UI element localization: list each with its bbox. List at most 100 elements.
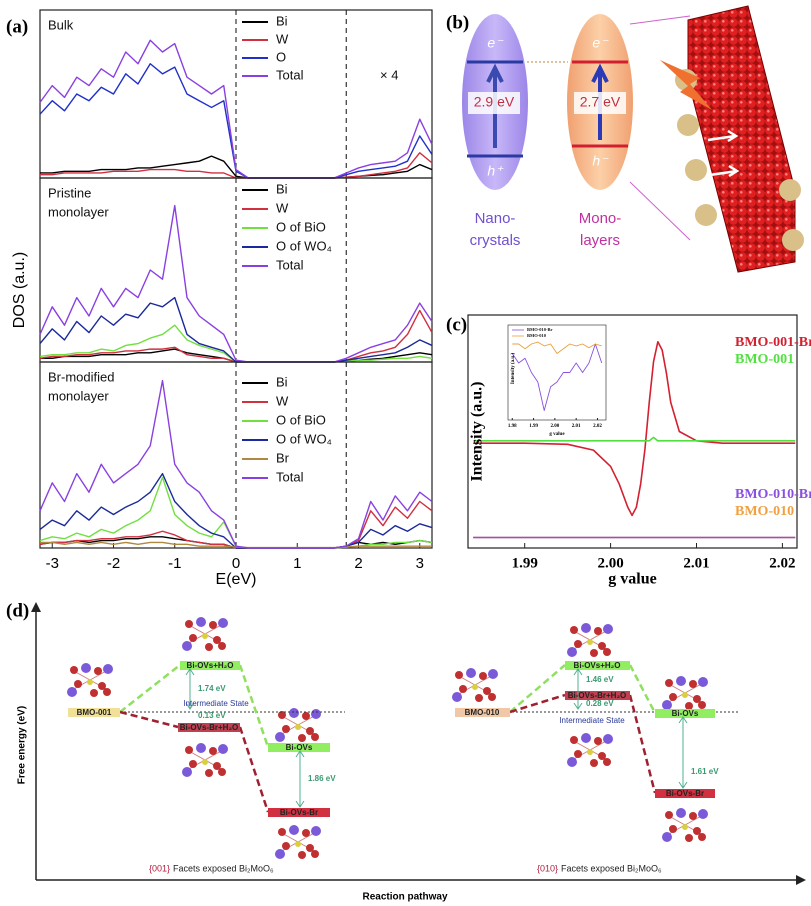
hole-label: h⁺ (487, 163, 504, 179)
legend-label: O (276, 49, 286, 64)
molecule-structure (566, 622, 614, 658)
energy-label: 1.61 eV (691, 767, 719, 776)
series-line (39, 204, 433, 363)
panel-text: Pristine (48, 185, 91, 200)
connector (629, 15, 691, 25)
legend-label: W (276, 31, 289, 46)
legend-label: BMO-001-Br (735, 335, 811, 350)
x-axis-label: E(eV) (216, 571, 257, 588)
legend-label: Bi (276, 13, 288, 28)
material-label: crystals (470, 232, 521, 249)
axis-label: Reaction pathway (362, 892, 447, 903)
legend-label: BMO-001 (735, 352, 794, 367)
legend-label: W (276, 200, 289, 215)
x-tick-label: 0 (232, 555, 240, 572)
series-line (473, 436, 796, 442)
pathway (119, 664, 657, 748)
hole-label: h⁻ (592, 153, 609, 169)
x-tick-label: -2 (107, 555, 120, 572)
energy-level (655, 789, 715, 798)
x-tick-label: 2 (354, 555, 362, 572)
gap-label: 2.9 eV (474, 94, 515, 110)
legend-label: Total (276, 257, 304, 272)
energy-label: 1.74 eV (198, 684, 226, 693)
series-line (40, 541, 432, 549)
panel-label: (b) (446, 12, 469, 33)
material-label: layers (580, 232, 620, 249)
state-label: Intermediate State (559, 716, 625, 725)
x-tick-label: 2.00 (597, 555, 623, 571)
x-tick-label: -1 (168, 555, 181, 572)
energy-profile: Free energy (eV) Reaction pathway BMO-00… (17, 602, 806, 903)
x-tick-label: 1.98 (508, 424, 517, 429)
energy-level (565, 691, 630, 700)
legend-label: Total (276, 469, 304, 484)
charge-arrow (707, 129, 740, 178)
lightning (660, 60, 712, 110)
level-label: Bi-OVs (286, 743, 313, 752)
molecule-structure (181, 616, 229, 652)
energy-label: 0.13 eV (198, 711, 226, 720)
energy-level (180, 661, 240, 670)
level-label: BMO-001 (77, 708, 112, 717)
plot-frame (507, 324, 607, 421)
caption: Facets exposed Bi₂MoO₆ (173, 863, 274, 873)
level-label: Bi-OVs-Br+H₂O (180, 723, 238, 732)
axis-arrow (796, 875, 806, 885)
panel-text: monolayer (48, 204, 109, 219)
molecule-structure (661, 807, 709, 843)
legend-label: W (276, 393, 289, 408)
y-axis-label: Intensity (a.u.) (469, 381, 486, 481)
molecule-structure (451, 667, 499, 703)
axis-arrow (31, 602, 41, 612)
crystal-structure (687, 5, 796, 273)
energy-level (655, 709, 715, 718)
molecule-structure (274, 707, 322, 743)
legend-label: BMO-010-Br (735, 487, 811, 502)
x-tick-label: 2.02 (593, 424, 602, 429)
x-tick-label: 1 (293, 555, 301, 572)
level-label: Bi-OVs+H₂O (187, 661, 234, 670)
level-label: Bi-OVs-Br+H₂O (568, 691, 626, 700)
energy-level (178, 723, 240, 732)
energy-level (68, 708, 120, 717)
level-label: Bi-OVs-Br (666, 789, 704, 798)
legend-label: Bi (276, 181, 288, 196)
electron-label: e⁻ (487, 35, 504, 51)
inset-background (508, 325, 606, 420)
series-line (39, 472, 433, 549)
energy-level (268, 808, 330, 817)
molecule-structure (274, 824, 322, 860)
x-tick-label: 1.99 (529, 424, 538, 429)
label-box (574, 92, 626, 114)
band-diagram: e⁻ 2.9 eV h⁺ Nano- crystals e⁻ 2.7 eV h⁻… (462, 5, 804, 273)
x-tick-label: 2.02 (769, 555, 795, 571)
gap-label: 2.7 eV (580, 94, 621, 110)
x-tick-label: 2.01 (572, 424, 581, 429)
material-label: Mono- (579, 210, 622, 227)
energy-level (565, 661, 630, 670)
y-axis-label: DOS (a.u.) (11, 252, 28, 328)
label-box (468, 92, 520, 114)
energy-arrow (185, 668, 688, 808)
level-label: Bi-OVs+H₂O (574, 661, 621, 670)
axis-label: Free energy (eV) (17, 706, 28, 784)
molecule-structure (181, 742, 229, 778)
caption-facet: {001} (149, 863, 170, 873)
series-line (39, 379, 433, 549)
atom (782, 229, 804, 251)
legend-label: Br (276, 450, 290, 465)
legend-label: O of BiO (276, 219, 326, 234)
panel-text: monolayer (48, 388, 109, 403)
molecule-structure (566, 732, 614, 768)
atom (695, 204, 717, 226)
x-axis-label: g value (549, 432, 565, 437)
connector (629, 181, 691, 241)
energy-label: 1.86 eV (308, 774, 336, 783)
panel-label: (c) (446, 314, 467, 335)
caption-facet: {010} (537, 863, 558, 873)
energy-level (268, 743, 330, 752)
plot-frame (467, 314, 798, 549)
